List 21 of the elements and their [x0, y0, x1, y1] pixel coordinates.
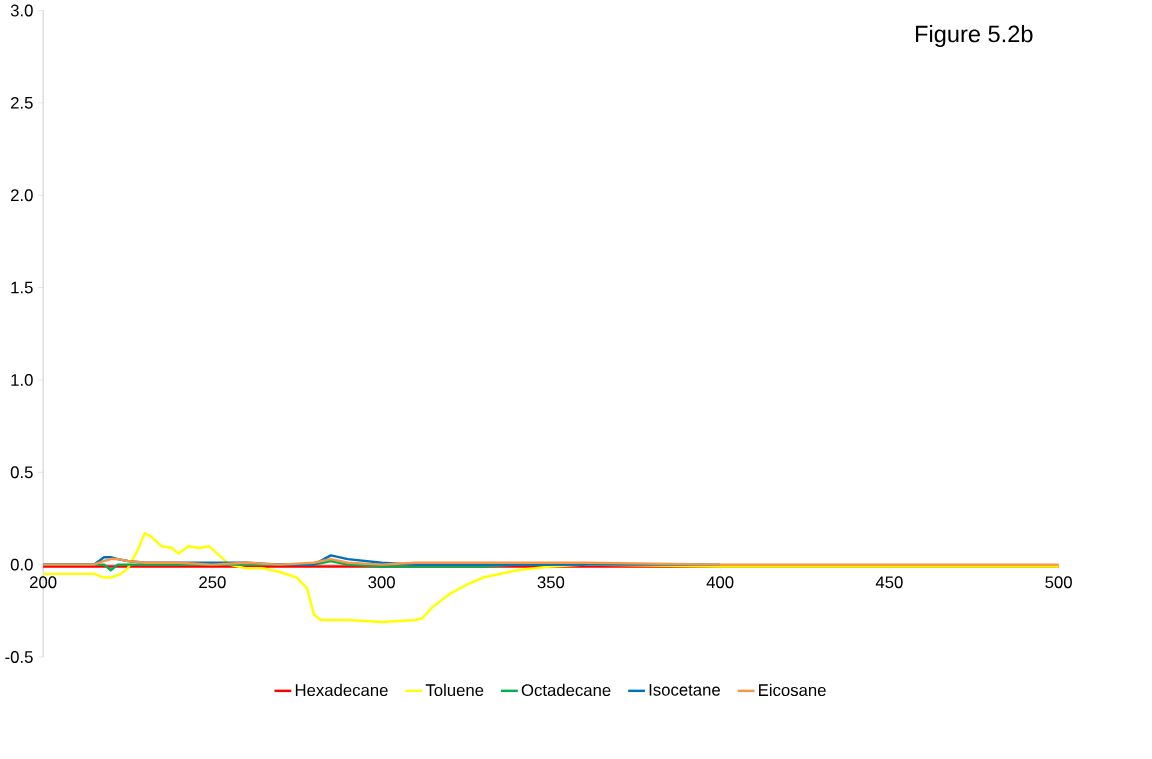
x-tick-label: 400 — [706, 576, 734, 589]
y-tick-label: 0.5 — [10, 466, 33, 479]
x-tick-label: 450 — [875, 576, 903, 589]
legend-label: Eicosane — [759, 683, 826, 697]
x-tick-label: 250 — [199, 576, 226, 589]
legend-label: Octadecane — [521, 683, 611, 697]
y-tick-label: -0.5 — [5, 651, 33, 664]
y-tick-label: 0.0 — [10, 558, 33, 571]
y-tick-label: 3.0 — [10, 4, 33, 17]
text: Figure 5.2b — [916, 25, 1033, 48]
legend-label: Hexadecane — [295, 683, 388, 697]
y-tick-label: 1.0 — [11, 374, 33, 387]
x-tick-label: 500 — [1045, 576, 1072, 589]
legend-label: Isocetane — [649, 684, 720, 696]
x-tick-label: 350 — [537, 576, 565, 589]
y-tick-label: 2.0 — [11, 189, 33, 202]
y-tick-label: 1.5 — [11, 281, 33, 294]
legend-label: Toluene — [425, 683, 484, 697]
x-tick-label: 300 — [368, 576, 395, 589]
x-tick-label: 200 — [30, 576, 57, 589]
y-tick-label: 2.5 — [11, 97, 33, 109]
